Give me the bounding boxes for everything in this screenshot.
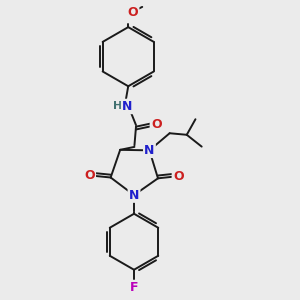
Text: N: N (144, 144, 154, 157)
Text: O: O (128, 6, 138, 19)
Text: O: O (173, 169, 184, 183)
Text: N: N (129, 189, 139, 202)
Text: O: O (151, 118, 161, 131)
Text: N: N (122, 100, 133, 113)
Text: F: F (130, 281, 138, 294)
Text: H: H (113, 101, 123, 112)
Text: O: O (84, 169, 95, 182)
